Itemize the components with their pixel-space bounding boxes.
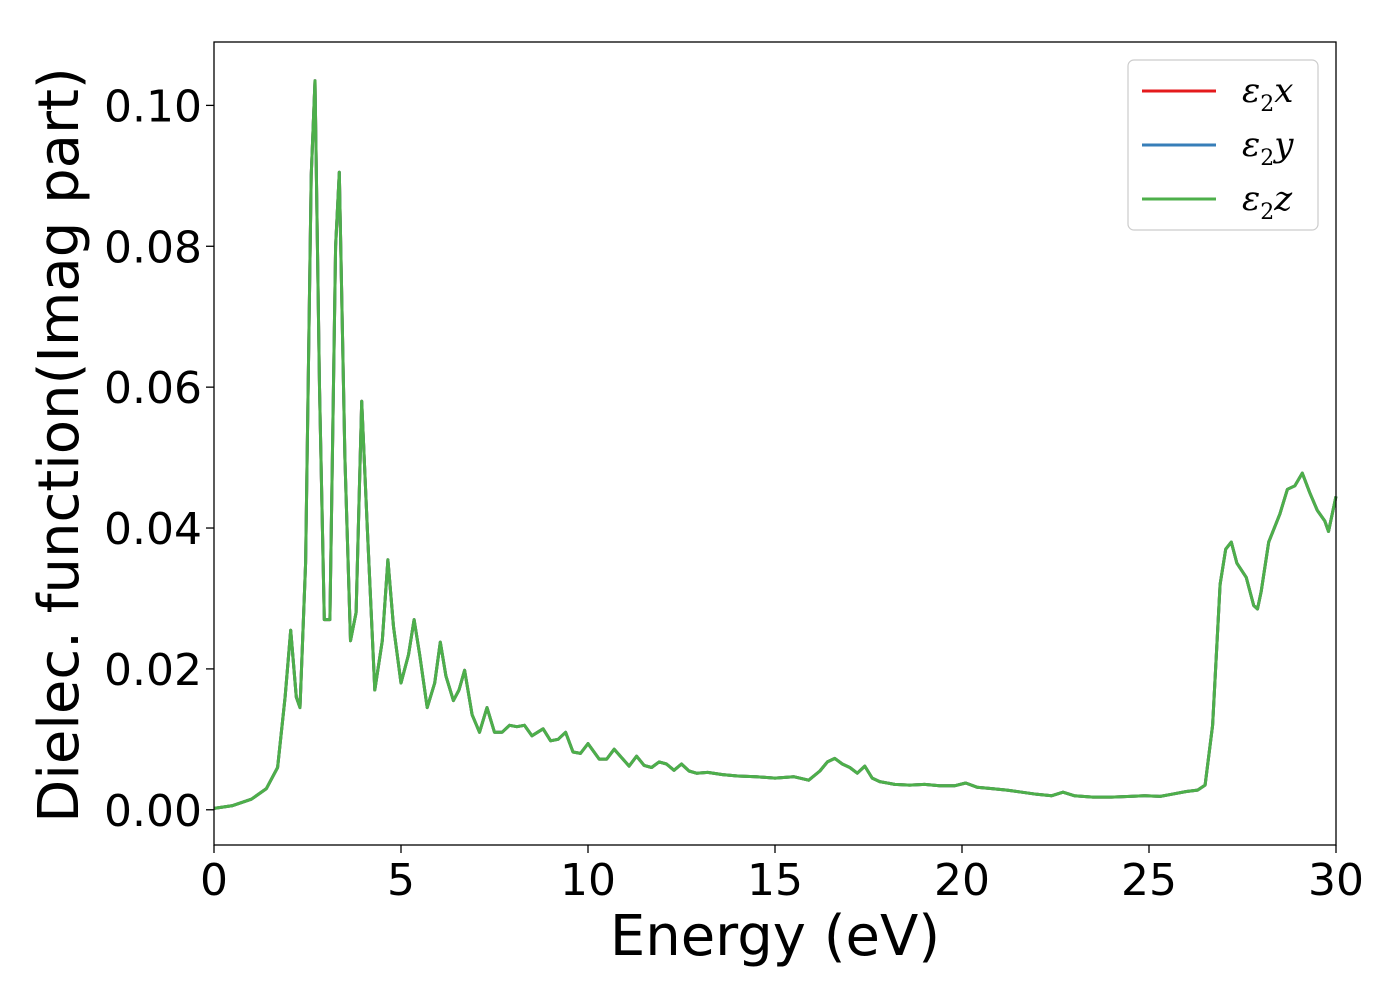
x-tick-label: 25 — [1121, 855, 1177, 906]
y-tick-label: 0.00 — [104, 786, 202, 837]
series-layer — [213, 79, 1338, 810]
x-tick-label: 30 — [1308, 855, 1364, 906]
x-axis: 0 5 10 15 20 25 30 — [200, 845, 1364, 906]
legend-label: ε2z — [1242, 179, 1293, 225]
x-tick-label: 10 — [560, 855, 616, 906]
x-tick-label: 0 — [200, 855, 228, 906]
y-tick-label: 0.08 — [104, 222, 202, 273]
x-tick-label: 5 — [387, 855, 415, 906]
y-tick-label: 0.04 — [104, 504, 202, 555]
legend-label: ε2x — [1242, 71, 1293, 117]
x-tick-label: 20 — [934, 855, 990, 906]
y-tick-label: 0.02 — [104, 645, 202, 696]
legend: ε2x ε2y ε2z — [1127, 59, 1319, 231]
y-tick-label: 0.10 — [104, 81, 202, 132]
y-axis: 0.00 0.02 0.04 0.06 0.08 0.10 — [104, 81, 214, 837]
legend-label: ε2y — [1242, 125, 1294, 171]
legend-box — [1127, 59, 1319, 231]
legend-items: ε2x ε2y ε2z — [1142, 71, 1294, 225]
series-line-z — [213, 79, 1338, 810]
x-tick-label: 15 — [747, 855, 803, 906]
x-axis-title: Energy (eV) — [610, 904, 940, 969]
y-tick-label: 0.06 — [104, 363, 202, 414]
y-axis-title: Dielec. function(Imag part) — [27, 67, 92, 823]
